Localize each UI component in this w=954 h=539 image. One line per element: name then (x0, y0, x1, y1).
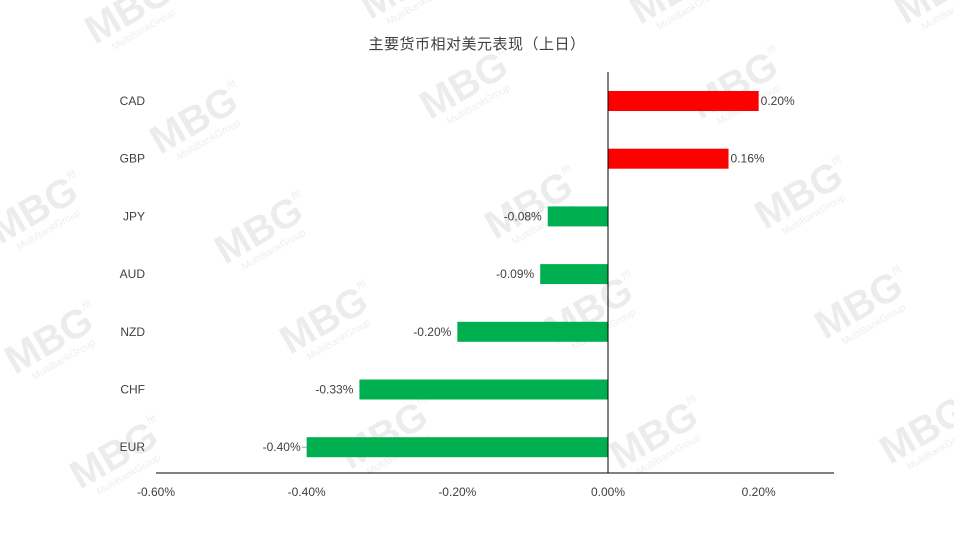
data-label: -0.40% (263, 440, 301, 454)
data-label: -0.33% (315, 383, 353, 397)
bar-chf (359, 379, 608, 400)
bar-cad (608, 91, 759, 111)
category-label: CHF (120, 383, 145, 397)
x-tick-label: 0.00% (591, 485, 625, 499)
x-tick-label: 0.20% (742, 485, 776, 499)
chart-title: 主要货币相对美元表现（上日） (368, 35, 586, 53)
category-label: CAD (120, 94, 146, 108)
category-label: EUR (120, 440, 146, 454)
x-tick-label: -0.40% (288, 485, 326, 499)
data-label: 0.16% (731, 152, 765, 166)
bar-eur (306, 437, 608, 458)
category-label: GBP (120, 152, 145, 166)
data-label: -0.09% (496, 267, 534, 281)
category-label: AUD (120, 267, 146, 281)
data-label: 0.20% (761, 94, 795, 108)
x-tick-label: -0.60% (137, 485, 175, 499)
bar-gbp (608, 148, 729, 169)
category-label: JPY (123, 209, 145, 223)
bar-aud (540, 264, 608, 285)
bar-jpy (547, 206, 608, 227)
x-tick-label: -0.20% (438, 485, 476, 499)
data-label: -0.08% (504, 209, 542, 223)
data-label: -0.20% (413, 325, 451, 339)
bar-nzd (457, 321, 608, 342)
category-label: NZD (120, 325, 145, 339)
